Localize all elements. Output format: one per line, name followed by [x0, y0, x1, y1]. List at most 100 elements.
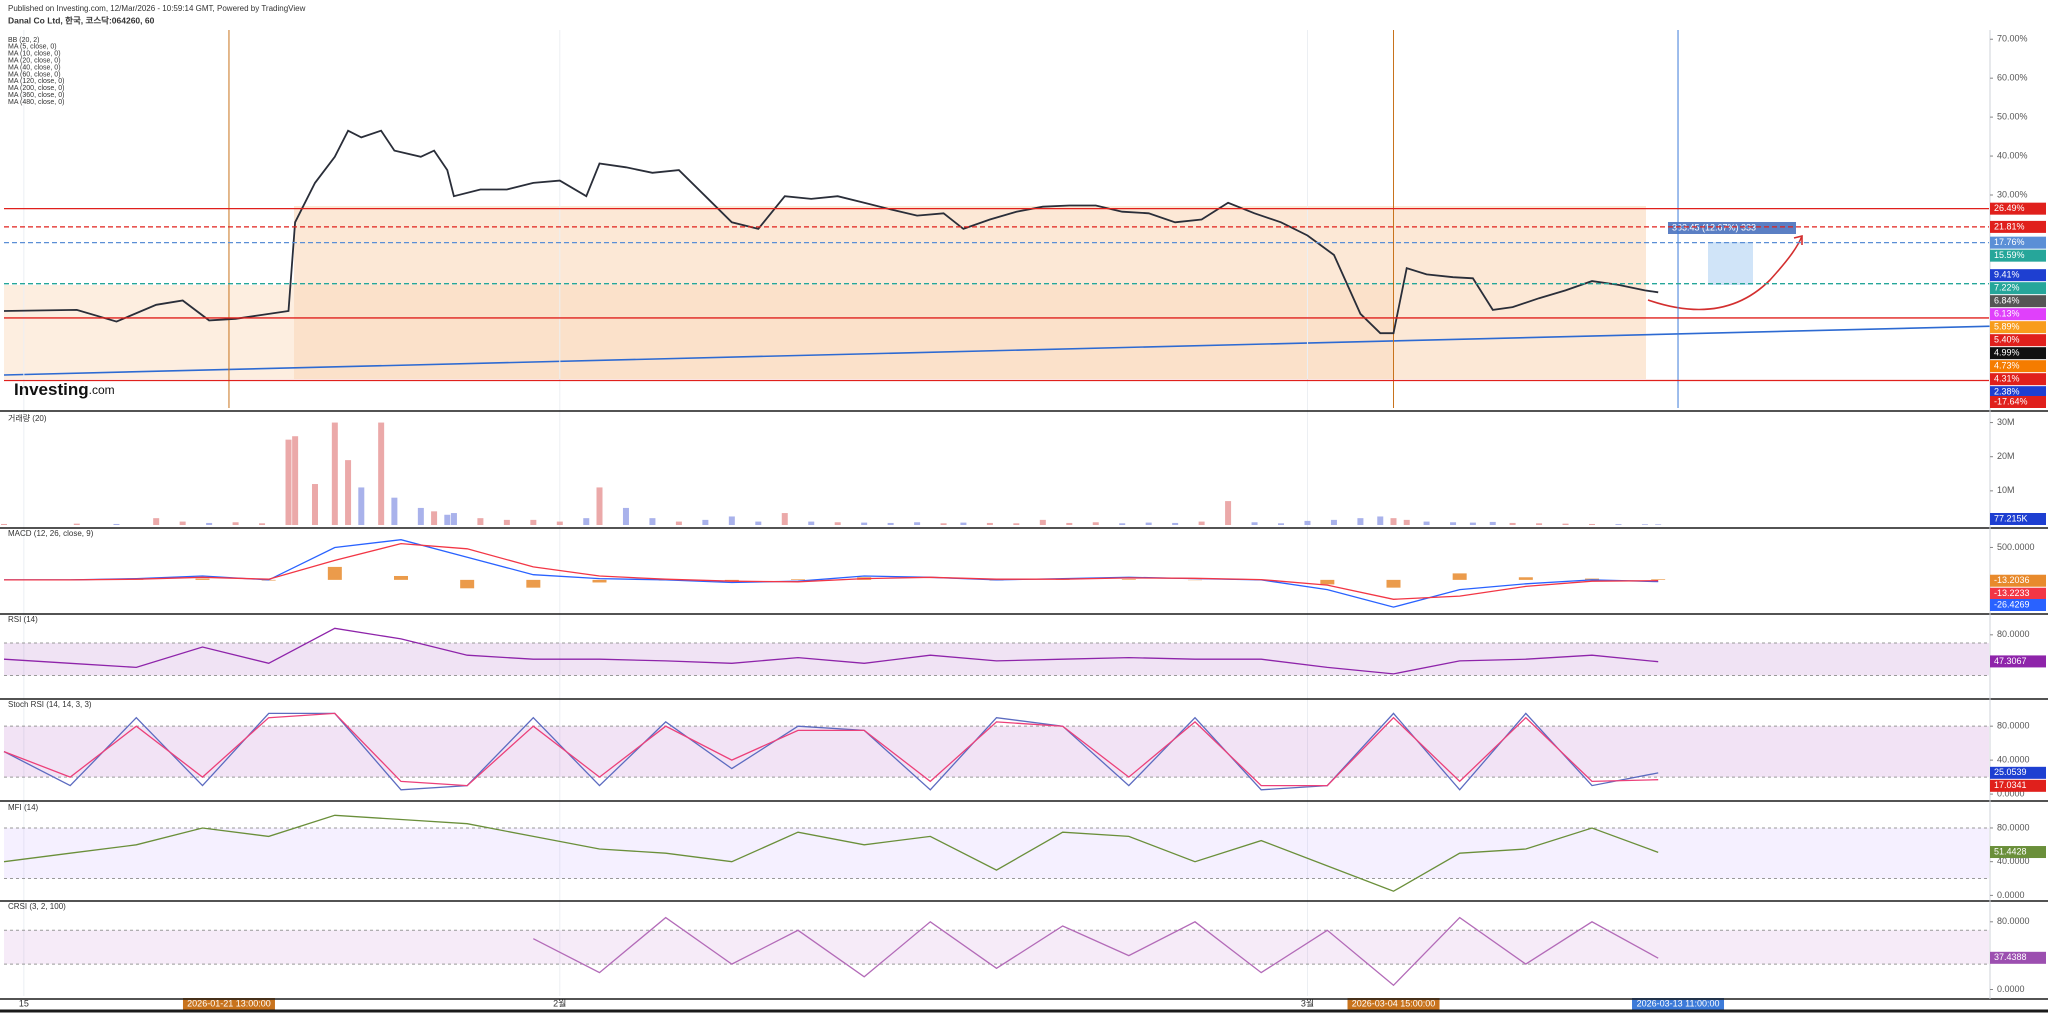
pane-title: Stoch RSI (14, 14, 3, 3): [8, 700, 92, 709]
series-line: [4, 542, 1659, 600]
bar: [1039, 519, 1046, 525]
series-line: [3, 814, 1659, 892]
level-tag: [1990, 360, 2046, 373]
level-label: 51.4428: [1994, 846, 2027, 856]
level-tag: [1990, 321, 2046, 334]
level-label: 15.59%: [1994, 250, 2025, 260]
bar: [1655, 524, 1662, 525]
published-note: Published on Investing.com, 12/Mar/2026 …: [8, 4, 306, 13]
bar: [755, 521, 762, 525]
bar: [940, 523, 947, 525]
bar: [431, 511, 438, 525]
bar: [331, 422, 338, 525]
y-tick-label: 80.0000: [1997, 629, 2030, 639]
logo-main: Investing: [14, 380, 89, 399]
bar: [1615, 524, 1622, 525]
bar: [724, 579, 739, 582]
level-label: 6.84%: [1994, 296, 2020, 306]
bar: [1320, 579, 1335, 585]
level-tag: [1990, 574, 2046, 587]
logo-suffix: .com: [89, 383, 115, 397]
bar: [728, 516, 735, 525]
y-tick-label: 20M: [1997, 451, 2015, 461]
bar: [1013, 523, 1020, 525]
indicator-legend: MA (60, close, 0): [8, 71, 61, 78]
indicator-legend: MA (40, close, 0): [8, 64, 61, 71]
bar: [583, 518, 590, 525]
bar: [1386, 579, 1401, 588]
level-tag: [1990, 282, 2046, 295]
series-line: [4, 539, 1659, 608]
bar: [1641, 524, 1648, 525]
band: [4, 827, 1989, 879]
level-label: 9.41%: [1994, 270, 2020, 280]
y-tick-label: 80.0000: [1997, 721, 2030, 731]
level-label: 47.3067: [1994, 656, 2027, 666]
symbol-title: Danal Co Ltd, 한국, 코스닥:064260, 60: [8, 15, 155, 25]
level-tag: [1990, 334, 2046, 347]
bar: [781, 513, 788, 525]
bar: [1, 523, 7, 525]
bar: [1489, 521, 1496, 525]
level-tag: [1990, 396, 2046, 408]
y-tick-label: 40.0000: [1997, 755, 2030, 765]
series-line: [3, 129, 1659, 335]
bar: [1390, 518, 1397, 525]
y-tick-label: 30.00%: [1997, 189, 2028, 199]
y-tick-label: 30M: [1997, 417, 2015, 427]
annotation: 333.45 (12.67%) 333: [1672, 222, 1756, 232]
bar: [358, 487, 365, 525]
bar: [259, 523, 266, 525]
pane-title: MACD (12, 26, close, 9): [8, 529, 94, 538]
arrow-head: [1793, 234, 1803, 245]
bar: [592, 579, 607, 583]
level-label: 6.13%: [1994, 309, 2020, 319]
bar: [791, 579, 805, 580]
level-label: 4.31%: [1994, 374, 2020, 384]
bar: [649, 518, 656, 525]
bar: [808, 521, 815, 525]
series-line: [3, 712, 1659, 791]
y-tick-label: 80.0000: [1997, 916, 2030, 926]
bar: [444, 514, 451, 525]
annotation-box: [1668, 222, 1796, 234]
pane-title: RSI (14): [8, 615, 38, 624]
indicator-legend: MA (200, close, 0): [8, 85, 64, 92]
pane-title: CRSI (3, 2, 100): [8, 902, 66, 911]
bar: [1469, 522, 1476, 525]
bar: [1450, 522, 1457, 525]
bar: [391, 497, 398, 525]
y-tick-label: 40.0000: [1997, 856, 2030, 866]
bar: [914, 522, 921, 525]
indicator-legend: MA (480, close, 0): [8, 99, 64, 106]
level-label: 77.215K: [1994, 513, 2028, 523]
indicator-legend: MA (5, close, 0): [8, 44, 57, 51]
bar: [986, 522, 993, 525]
bar: [526, 579, 541, 588]
bar: [195, 578, 210, 580]
level-label: 5.89%: [1994, 322, 2020, 332]
bar: [232, 522, 239, 525]
bar: [1066, 522, 1073, 525]
bar: [1330, 519, 1337, 525]
bar: [206, 522, 213, 525]
indicator-legend: BB (20, 2): [8, 37, 40, 44]
level-label: 21.81%: [1994, 221, 2025, 231]
bar: [460, 579, 475, 589]
level-label: -26.4269: [1994, 599, 2030, 609]
level-tag: [1990, 249, 2046, 262]
band: [4, 930, 1989, 965]
logo: Investing.com: [14, 380, 115, 399]
bar: [1172, 522, 1179, 525]
level-label: -13.2036: [1994, 575, 2030, 585]
projection-arrow: [1647, 235, 1803, 311]
y-tick-label: 0.0000: [1997, 788, 2025, 798]
bar: [1403, 519, 1410, 525]
bar: [1198, 521, 1205, 525]
bar: [1092, 522, 1099, 525]
marker-label: 2026-03-13 11:00:00: [1637, 998, 1720, 1008]
bar: [378, 422, 385, 525]
band: [4, 726, 1989, 778]
